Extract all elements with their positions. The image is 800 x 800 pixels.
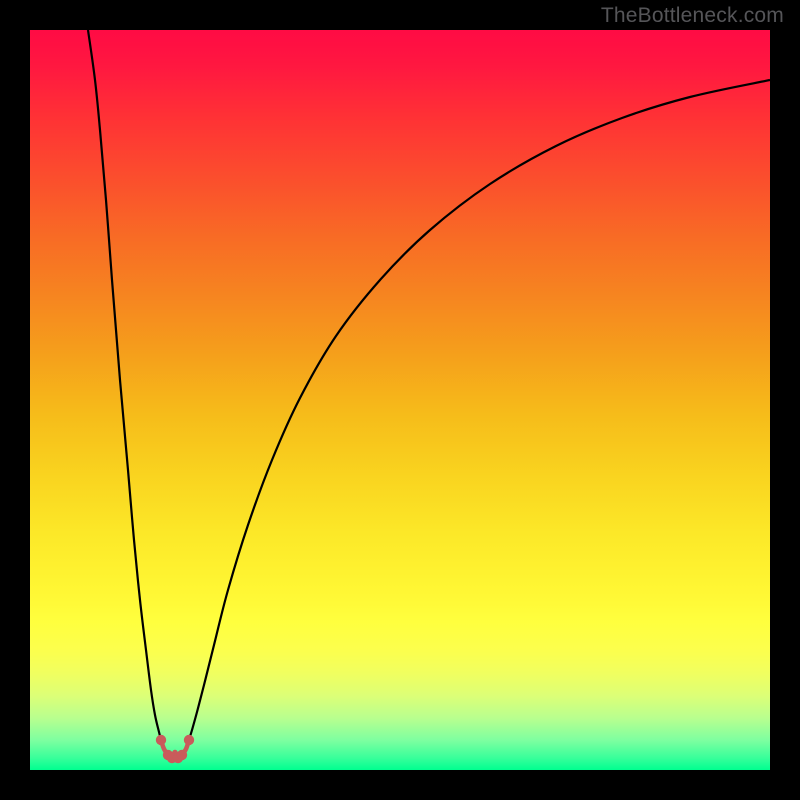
sweet-spot-marker	[184, 735, 194, 745]
sweet-spot-marker	[156, 735, 166, 745]
watermark-text: TheBottleneck.com	[601, 4, 784, 28]
sweet-spot-marker	[177, 750, 187, 760]
bottleneck-curve-chart	[0, 0, 800, 800]
chart-frame: TheBottleneck.com	[0, 0, 800, 800]
gradient-background	[30, 30, 770, 770]
